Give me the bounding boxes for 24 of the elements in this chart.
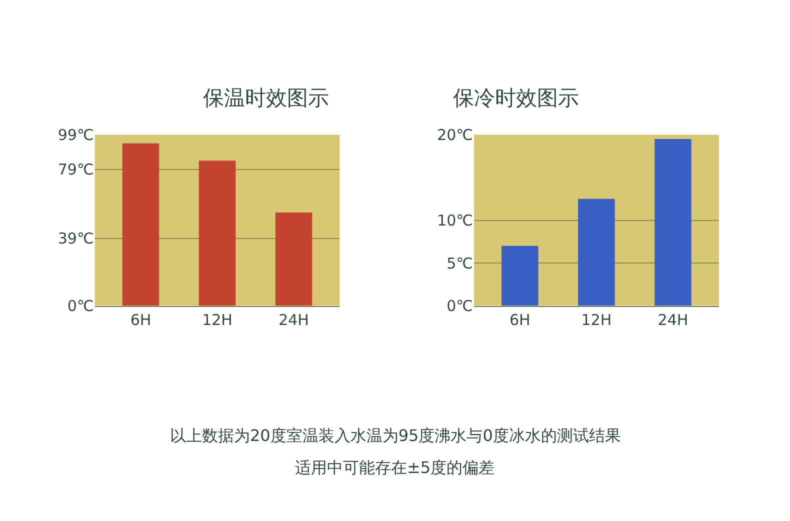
bar	[122, 143, 160, 306]
x-tick-label: 12H	[202, 310, 232, 329]
x-tick-label: 24H	[658, 310, 688, 329]
bar	[198, 160, 236, 306]
y-tick-label: 99℃	[58, 126, 94, 144]
bar	[275, 212, 312, 306]
y-tick-label: 39℃	[58, 230, 94, 248]
chart-title: 保冷时效图示	[453, 86, 579, 110]
y-tick-label: 0℃	[446, 297, 473, 316]
x-tick-label: 6H	[130, 310, 152, 329]
y-tick-label: 79℃	[58, 160, 94, 179]
x-tick-label: 12H	[581, 310, 612, 329]
y-tick-label: 20℃	[437, 126, 473, 144]
text: 适用中可能存在±5度的偏差	[295, 458, 495, 477]
x-tick-label: 24H	[278, 310, 309, 329]
text: 以上数据为20度室温装入水温为95度沸水与0度冰水的测试结果	[170, 426, 621, 445]
y-tick-label: 5℃	[446, 254, 473, 272]
y-tick-label: 0℃	[67, 297, 94, 316]
bar	[578, 198, 615, 306]
x-tick-label: 6H	[510, 310, 530, 329]
bar	[502, 246, 538, 306]
y-tick-label: 10℃	[437, 212, 473, 230]
chart-title: 保温时效图示	[203, 86, 329, 110]
bar	[654, 139, 692, 306]
